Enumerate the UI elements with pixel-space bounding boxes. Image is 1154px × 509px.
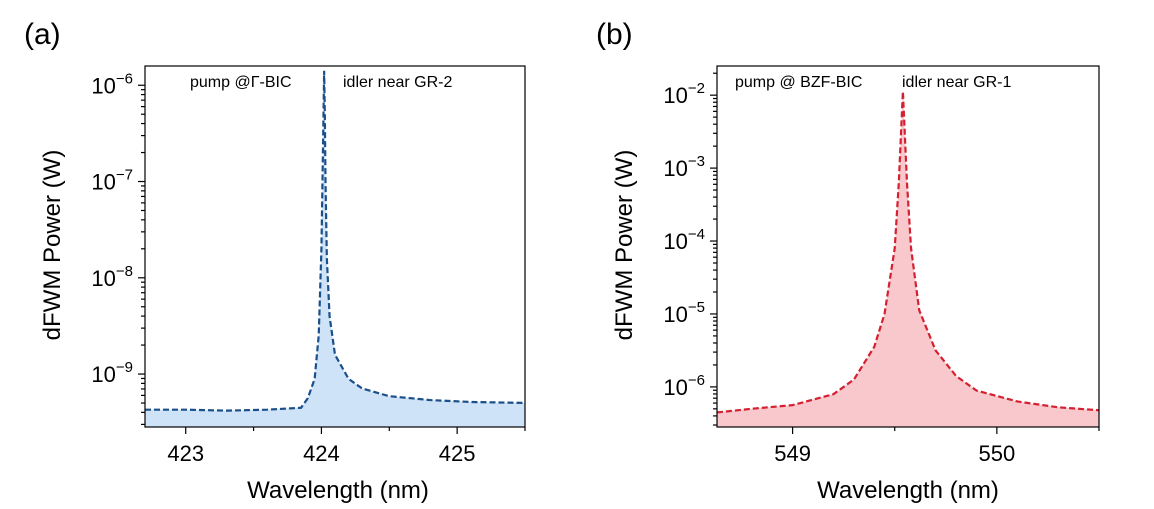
panel-a-area-fill <box>145 70 525 428</box>
panel-a-xlabel: Wavelength (nm) <box>247 477 429 504</box>
panel-b-ytick-label-1: 10−5 <box>663 299 705 327</box>
panel-b-area-fill <box>717 91 1099 427</box>
panel-a-ytick-label-3: 10−6 <box>91 70 133 98</box>
panel-b-annotation-idler: idler near GR-1 <box>902 74 1011 91</box>
panel-b-annotation-pump: pump @ BZF-BIC <box>735 74 862 91</box>
panel-b-xtick-label-1: 550 <box>979 441 1016 466</box>
panel-b-xtick-label-0: 549 <box>774 441 811 466</box>
panel-a-ytick-label-2: 10−7 <box>91 167 133 195</box>
panel-b-ytick-label-3: 10−3 <box>663 153 705 181</box>
panel-a-xtick-label-2: 425 <box>439 441 476 466</box>
panel-a-xtick-label-1: 424 <box>303 441 340 466</box>
panel-b-ylabel: dFWM Power (W) <box>611 150 638 341</box>
panel-b-plot: 549 550 10−6 10−5 10−4 10−3 10−2 <box>663 65 1100 466</box>
panel-b-series-line <box>716 91 1100 414</box>
panel-b-ytick-label-4: 10−2 <box>663 80 705 108</box>
panel-b-frame <box>716 65 1100 428</box>
panel-a-frame <box>144 65 526 428</box>
panel-b-ytick-label-2: 10−4 <box>663 226 705 254</box>
panel-b-ytick-label-0: 10−6 <box>663 372 705 400</box>
panel-a-annotation-idler: idler near GR-2 <box>343 74 452 91</box>
panel-a-ytick-label-0: 10−9 <box>91 359 133 387</box>
panel-b: (b) dFWM Power (W) Wavelength (nm) pump … <box>596 18 1100 504</box>
panel-a-xtick-label-0: 423 <box>167 441 204 466</box>
panel-a-plot: 423 424 425 10−9 10−8 10−7 10−6 <box>91 65 526 466</box>
panel-a-series-line <box>145 70 526 412</box>
panel-a-ytick-label-1: 10−8 <box>91 263 133 291</box>
panel-a: (a) dFWM Power (W) Wavelength (nm) pump … <box>24 18 526 504</box>
panel-a-ylabel: dFWM Power (W) <box>39 150 66 341</box>
panel-b-xlabel: Wavelength (nm) <box>817 477 999 504</box>
panel-a-annotation-pump: pump @Γ-BIC <box>190 74 292 91</box>
panel-a-label: (a) <box>24 18 61 51</box>
panel-b-label: (b) <box>596 18 633 51</box>
